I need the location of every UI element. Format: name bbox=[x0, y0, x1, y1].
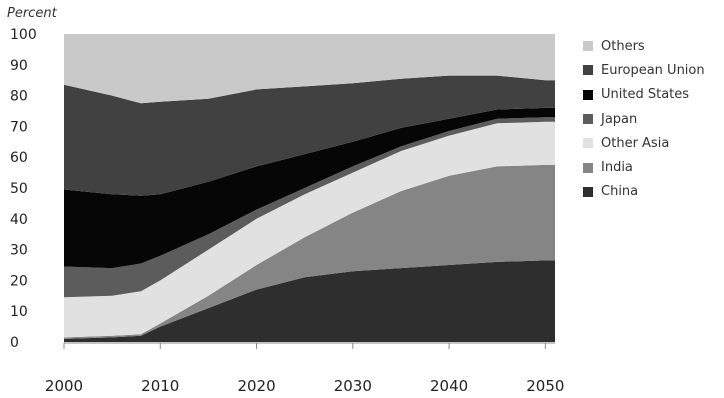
legend-label-other-asia: Other Asia bbox=[601, 135, 670, 151]
legend-label-india: India bbox=[601, 160, 633, 176]
y-tick-label: 20 bbox=[10, 273, 28, 289]
x-tick-label: 2020 bbox=[237, 377, 275, 395]
area-others bbox=[64, 34, 555, 104]
y-tick-label: 70 bbox=[10, 119, 28, 135]
legend-item-european-union: European Union bbox=[583, 58, 705, 82]
x-tick-label: 2010 bbox=[141, 377, 179, 395]
y-tick-label: 100 bbox=[10, 27, 37, 43]
legend-item-china: China bbox=[583, 180, 705, 204]
legend-swatch-european-union bbox=[583, 65, 593, 76]
y-tick-label: 0 bbox=[10, 335, 19, 351]
legend-item-japan: Japan bbox=[583, 107, 705, 131]
area-united-states bbox=[64, 107, 555, 269]
legend: Others European Union United States Japa… bbox=[583, 34, 705, 204]
legend-swatch-india bbox=[583, 162, 593, 173]
y-tick-label: 50 bbox=[10, 181, 28, 197]
legend-label-others: Others bbox=[601, 38, 645, 54]
legend-label-china: China bbox=[601, 184, 639, 200]
legend-swatch-japan bbox=[583, 114, 593, 125]
area-india bbox=[64, 164, 555, 339]
y-tick-label: 90 bbox=[10, 58, 28, 74]
legend-item-other-asia: Other Asia bbox=[583, 131, 705, 155]
area-other-asia bbox=[64, 121, 555, 338]
legend-swatch-other-asia bbox=[583, 138, 593, 149]
area-layer bbox=[64, 34, 555, 342]
x-tick-label: 2000 bbox=[45, 377, 83, 395]
y-tick-label: 60 bbox=[10, 150, 28, 166]
y-tick-label: 10 bbox=[10, 304, 28, 320]
legend-label-united-states: United States bbox=[601, 87, 690, 103]
legend-swatch-united-states bbox=[583, 89, 593, 100]
x-tick-label: 2050 bbox=[526, 377, 564, 395]
area-china bbox=[64, 260, 555, 342]
legend-item-united-states: United States bbox=[583, 83, 705, 107]
legend-label-japan: Japan bbox=[601, 111, 638, 127]
area-japan bbox=[64, 117, 555, 298]
area-european-union bbox=[64, 75, 555, 196]
x-tick-label: 2030 bbox=[334, 377, 372, 395]
y-tick-label: 80 bbox=[10, 89, 28, 105]
y-tick-label: 30 bbox=[10, 243, 28, 259]
y-tick-label: 40 bbox=[10, 212, 28, 228]
legend-item-others: Others bbox=[583, 34, 705, 58]
legend-item-india: India bbox=[583, 155, 705, 179]
legend-label-european-union: European Union bbox=[601, 62, 705, 78]
x-tick-label: 2040 bbox=[430, 377, 468, 395]
legend-swatch-others bbox=[583, 41, 593, 52]
unit-label: Percent bbox=[7, 6, 57, 21]
legend-swatch-china bbox=[583, 186, 593, 197]
